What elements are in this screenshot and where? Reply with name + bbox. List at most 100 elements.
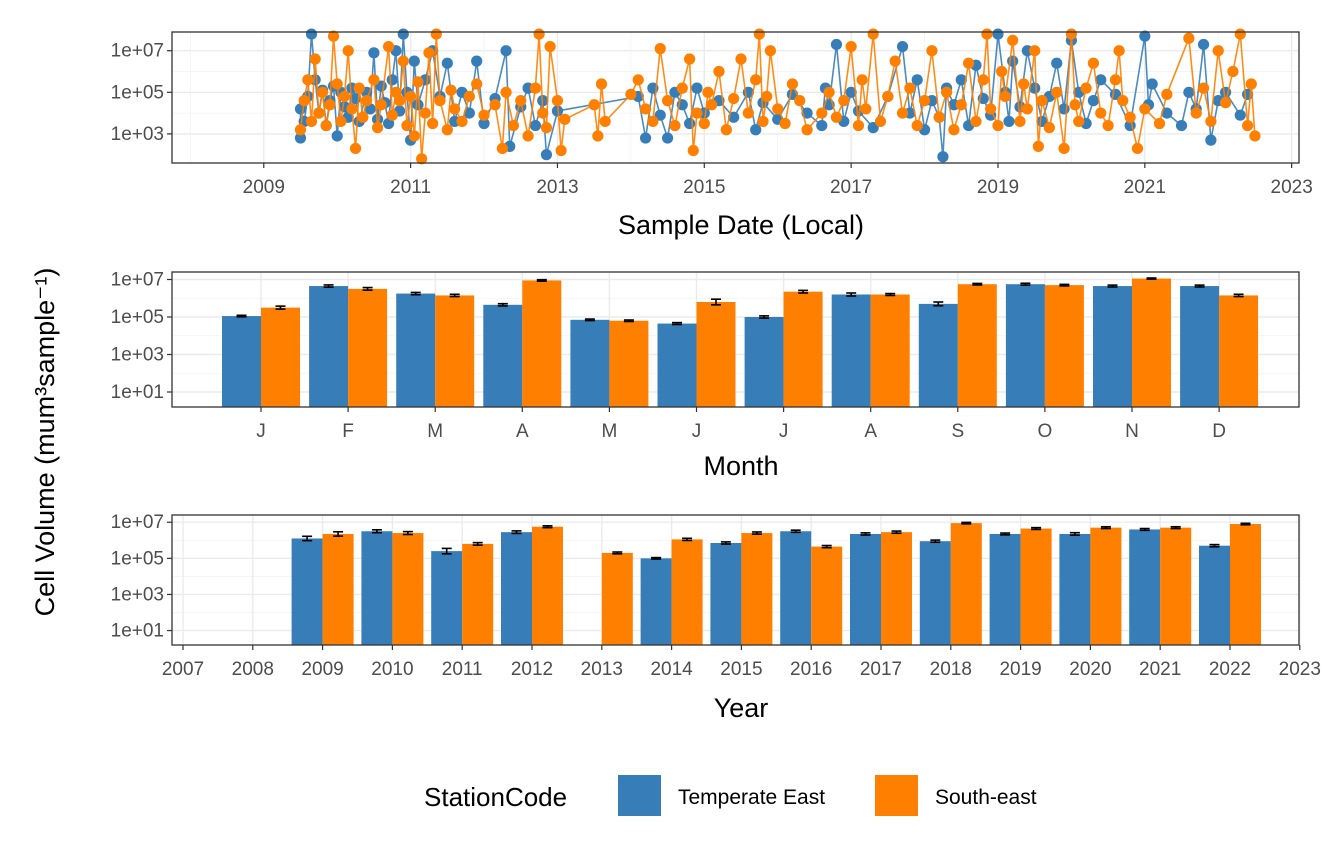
- data-point-south-east: [449, 103, 461, 115]
- bar-temperate-east: [396, 293, 436, 407]
- bar-temperate-east: [309, 286, 349, 407]
- data-point-south-east: [647, 115, 659, 128]
- data-point-temperate-east: [540, 149, 553, 161]
- data-point-south-east: [823, 86, 835, 98]
- data-point-south-east: [463, 90, 475, 103]
- data-point-south-east: [540, 122, 553, 134]
- x-tick-label: A: [864, 421, 877, 442]
- x-tick-label: M: [601, 421, 617, 442]
- data-point-south-east: [772, 103, 784, 115]
- data-point-south-east: [397, 55, 409, 67]
- data-point-temperate-east: [529, 119, 542, 132]
- x-tick-label: J: [692, 421, 702, 442]
- bar-temperate-east: [483, 304, 523, 407]
- y-tick-label: 1e+07: [111, 270, 164, 291]
- panel-sample-date: 1e+03 1e+05 1e+07 2009 2011 2013 2015 2017 2019 2…: [111, 28, 1313, 198]
- data-point-south-east: [720, 124, 732, 136]
- data-point-south-east: [955, 99, 967, 111]
- bar-temperate-east: [222, 316, 261, 407]
- data-point-south-east: [316, 86, 329, 98]
- bar-south-east: [881, 532, 912, 645]
- data-point-temperate-east: [397, 28, 409, 40]
- data-point-south-east: [559, 113, 571, 125]
- data-point-south-east: [1205, 115, 1217, 128]
- data-point-south-east: [911, 119, 923, 132]
- panel-border: [171, 271, 1300, 408]
- data-point-south-east: [750, 74, 762, 86]
- data-point-south-east: [742, 107, 754, 119]
- y-tick-label: 1e+05: [111, 548, 164, 569]
- bar-south-east: [783, 291, 823, 407]
- x-tick-label: 2010: [371, 659, 413, 680]
- bar-temperate-east: [1059, 533, 1091, 645]
- data-point-south-east: [298, 95, 310, 107]
- x-tick-label: O: [1038, 421, 1053, 442]
- x-tick-label: 2008: [232, 659, 274, 680]
- data-point-south-east: [1065, 28, 1077, 40]
- panel-border: [171, 31, 1300, 164]
- data-point-south-east: [1014, 115, 1026, 128]
- data-point-south-east: [996, 65, 1008, 78]
- bar-temperate-east: [657, 323, 697, 407]
- data-point-south-east: [867, 28, 879, 40]
- data-point-south-east: [1036, 95, 1048, 107]
- data-point-temperate-east: [1036, 115, 1048, 128]
- data-point-south-east: [728, 92, 740, 105]
- data-point-temperate-east: [1161, 107, 1173, 119]
- data-point-south-east: [838, 95, 850, 107]
- data-point-south-east: [335, 115, 347, 128]
- data-point-south-east: [471, 78, 483, 90]
- data-point-south-east: [320, 119, 332, 132]
- x-tick-label: 2019: [999, 659, 1041, 680]
- data-point-south-east: [382, 40, 395, 53]
- data-point-temperate-east: [1139, 30, 1151, 42]
- x-tick-label: 2023: [1271, 177, 1313, 198]
- x-tick-label: 2012: [511, 659, 553, 680]
- x-tick-label: 2021: [1124, 177, 1166, 198]
- x-tick-label: 2007: [162, 659, 204, 680]
- data-point-south-east: [412, 76, 424, 88]
- data-point-south-east: [779, 117, 791, 130]
- data-point-south-east: [830, 111, 843, 123]
- data-point-south-east: [735, 53, 747, 65]
- x-tick-label: 2022: [1209, 659, 1251, 680]
- data-point-south-east: [313, 107, 325, 119]
- bar-south-east: [532, 526, 563, 645]
- data-point-south-east: [496, 142, 508, 155]
- data-point-temperate-east: [1087, 95, 1100, 107]
- data-point-temperate-east: [937, 151, 949, 163]
- data-point-temperate-east: [305, 28, 318, 40]
- data-point-south-east: [305, 115, 318, 128]
- data-point-south-east: [702, 86, 714, 98]
- data-point-south-east: [632, 74, 644, 86]
- bar-south-east: [609, 320, 649, 407]
- data-point-south-east: [639, 103, 652, 115]
- bar-south-east: [601, 552, 633, 645]
- bar-south-east: [696, 302, 736, 407]
- x-tick-label: 2015: [683, 177, 725, 198]
- bar-temperate-east: [1180, 286, 1220, 407]
- x-axis-label-year: Year: [714, 693, 769, 723]
- bar-south-east: [392, 533, 424, 645]
- data-point-south-east: [896, 107, 909, 119]
- x-tick-label: D: [1212, 421, 1226, 442]
- data-point-south-east: [1102, 119, 1114, 132]
- data-point-south-east: [489, 99, 501, 111]
- data-point-south-east: [761, 90, 773, 103]
- data-point-south-east: [500, 86, 512, 98]
- data-point-temperate-east: [1183, 86, 1195, 98]
- bar-south-east: [671, 539, 703, 645]
- data-point-south-east: [1249, 130, 1261, 142]
- data-point-south-east: [360, 95, 373, 107]
- data-point-south-east: [691, 107, 703, 119]
- data-point-temperate-east: [1003, 115, 1015, 128]
- bar-temperate-east: [989, 533, 1021, 645]
- data-point-south-east: [706, 99, 718, 111]
- data-point-south-east: [1021, 103, 1033, 115]
- data-point-temperate-east: [684, 117, 696, 130]
- x-tick-label: A: [516, 421, 529, 442]
- data-point-south-east: [394, 95, 406, 107]
- data-point-south-east: [349, 142, 362, 155]
- data-point-temperate-east: [331, 130, 343, 142]
